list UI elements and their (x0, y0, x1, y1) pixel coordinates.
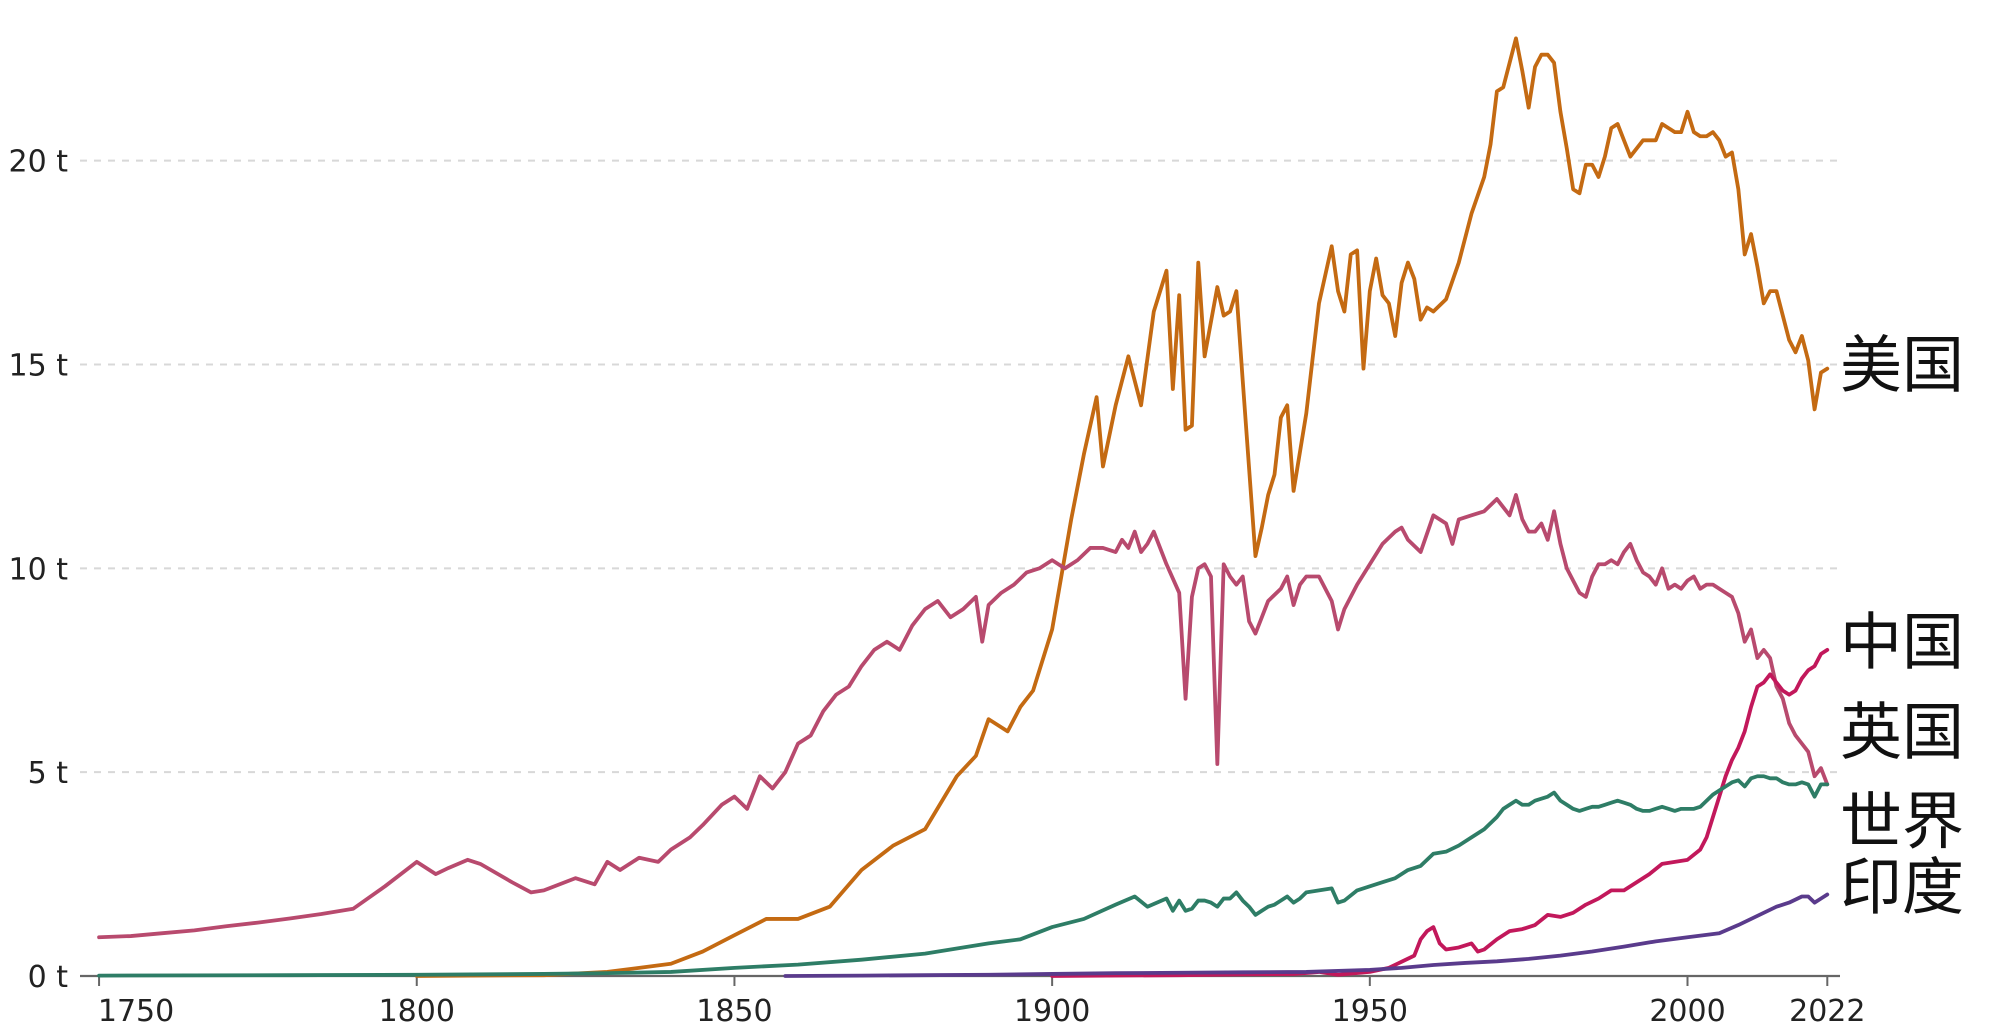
series-label-2: 中国 (1840, 606, 1964, 679)
series-label-4: 印度 (1840, 850, 1964, 923)
x-tick-label: 1800 (379, 994, 455, 1028)
series-line-4 (783, 892, 1830, 978)
x-tick-label: 1850 (696, 994, 772, 1028)
series-line-2 (1050, 647, 1830, 978)
series-line-1 (97, 493, 1830, 940)
x-tick-label: 1750 (98, 994, 174, 1028)
y-tick-label: 15 t (9, 349, 69, 384)
series-layer (97, 36, 1830, 978)
x-tick-label: 1900 (1014, 994, 1090, 1028)
series-label-0: 美国 (1840, 329, 1964, 402)
x-tick-label: 2000 (1649, 994, 1725, 1028)
y-tick-label: 20 t (9, 145, 69, 180)
axis-layer: 0 t 5 t 10 t 15 t 20 t 1750 1800 1850 1900 1950 20… (9, 145, 1866, 1028)
x-tick-label: 2022 (1789, 994, 1865, 1028)
y-tick-label: 10 t (9, 552, 69, 587)
y-tick-label: 5 t (28, 756, 69, 791)
y-tick-label: 0 t (28, 960, 69, 995)
x-tick-label: 1950 (1332, 994, 1408, 1028)
series-label-1: 英国 (1840, 695, 1964, 768)
series-line-3 (97, 774, 1830, 978)
grid-layer (80, 159, 1840, 774)
series-line-0 (414, 36, 1830, 978)
series-label-3: 世界 (1840, 785, 1964, 858)
